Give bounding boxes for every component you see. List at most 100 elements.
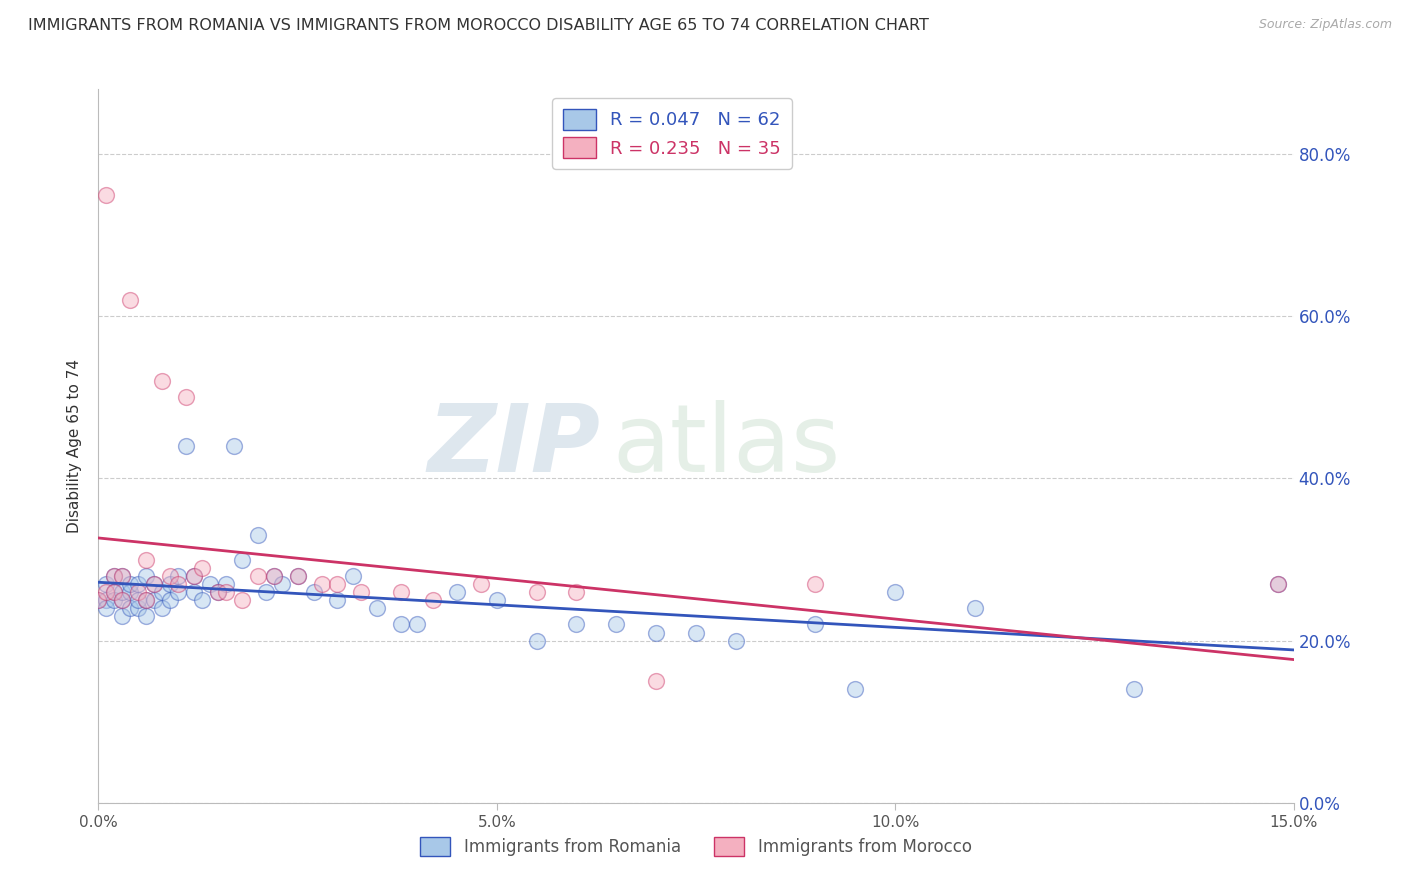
Point [191,560,214,574]
Point [198,577,221,591]
Point [254,585,277,599]
Point [103,585,125,599]
Point [884,585,907,599]
Point [159,577,181,591]
Point [120,293,142,307]
Point [326,593,349,607]
Point [135,609,157,624]
Point [645,674,668,689]
Point [135,593,157,607]
Text: Source: ZipAtlas.com: Source: ZipAtlas.com [1258,18,1392,31]
Point [150,585,173,599]
Point [96,593,118,607]
Point [422,593,444,607]
Point [143,577,166,591]
Point [127,585,149,599]
Point [111,609,134,624]
Point [485,593,508,607]
Point [111,568,134,582]
Point [804,577,827,591]
Point [174,439,197,453]
Point [470,577,492,591]
Point [231,593,253,607]
Point [150,374,173,388]
Point [246,528,269,542]
Point [143,593,166,607]
Point [183,568,205,582]
Point [103,585,125,599]
Text: atlas: atlas [613,400,841,492]
Point [135,568,157,582]
Point [111,593,134,607]
Point [263,568,285,582]
Point [96,187,118,202]
Point [96,601,118,615]
Point [302,585,325,599]
Point [127,593,149,607]
Point [103,593,125,607]
Point [311,577,333,591]
Point [246,568,269,582]
Point [120,601,142,615]
Point [87,593,110,607]
Point [263,568,285,582]
Point [150,601,173,615]
Point [685,625,707,640]
Text: IMMIGRANTS FROM ROMANIA VS IMMIGRANTS FROM MOROCCO DISABILITY AGE 65 TO 74 CORRE: IMMIGRANTS FROM ROMANIA VS IMMIGRANTS FR… [28,18,929,33]
Point [174,390,197,404]
Point [103,568,125,582]
Point [167,568,190,582]
Point [103,568,125,582]
Point [605,617,627,632]
Point [342,568,364,582]
Point [287,568,309,582]
Point [135,593,157,607]
Point [96,585,118,599]
Point [565,617,588,632]
Point [120,577,142,591]
Point [111,585,134,599]
Point [183,585,205,599]
Point [135,552,157,566]
Point [526,633,548,648]
Point [366,601,388,615]
Point [446,585,468,599]
Point [159,568,181,582]
Point [87,593,110,607]
Point [207,585,229,599]
Point [222,439,245,453]
Point [167,577,190,591]
Point [111,593,134,607]
Point [183,568,205,582]
Point [645,625,668,640]
Point [844,682,866,697]
Point [167,585,190,599]
Point [191,593,214,607]
Legend: Immigrants from Romania, Immigrants from Morocco: Immigrants from Romania, Immigrants from… [411,827,981,866]
Point [1267,577,1289,591]
Point [96,577,118,591]
Point [231,552,253,566]
Point [143,577,166,591]
Point [804,617,827,632]
Point [207,585,229,599]
Point [350,585,373,599]
Point [127,601,149,615]
Point [159,593,181,607]
Point [389,617,412,632]
Point [215,585,238,599]
Text: ZIP: ZIP [427,400,600,492]
Point [120,585,142,599]
Point [526,585,548,599]
Point [963,601,986,615]
Point [111,568,134,582]
Point [326,577,349,591]
Point [724,633,747,648]
Point [127,577,149,591]
Point [406,617,429,632]
Point [565,585,588,599]
Point [389,585,412,599]
Point [270,577,292,591]
Point [1123,682,1146,697]
Point [215,577,238,591]
